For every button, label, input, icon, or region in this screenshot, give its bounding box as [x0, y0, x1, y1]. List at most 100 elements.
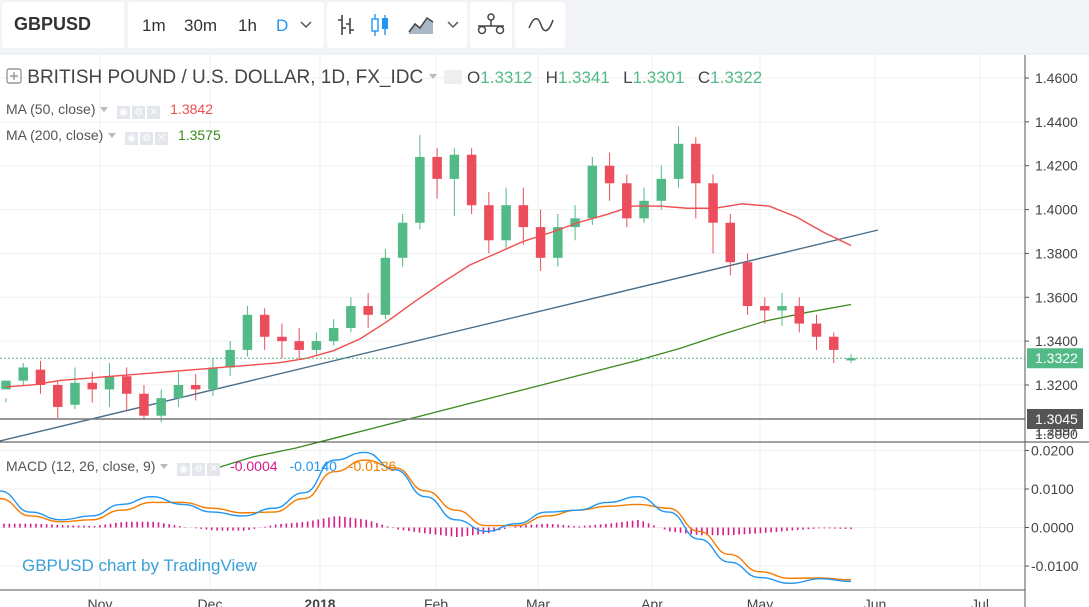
symbol-box[interactable]: GBPUSD [2, 2, 124, 48]
time-tick-label: Jul [971, 596, 989, 607]
macd-line [0, 451, 852, 585]
bar-style-icon[interactable] [335, 12, 357, 38]
candle-body [639, 200, 649, 219]
candle [52, 380, 63, 418]
candle [777, 292, 787, 326]
level-label: 1.3045 [1035, 411, 1078, 427]
candle [346, 297, 356, 333]
time-axis: Nov Dec 2018 Feb Mar Apr May Jun Jul [0, 589, 1025, 607]
low-value: 1.3301 [632, 68, 685, 87]
macd-label: MACD (12, 26, close, 9) [6, 458, 156, 474]
ma200-value: 1.3575 [177, 127, 221, 143]
open-value: 1.3312 [480, 68, 533, 87]
candle-body [277, 336, 287, 342]
time-tick-label: Dec [198, 596, 223, 607]
ma200-line [209, 303, 852, 471]
close-value: 1.3322 [710, 68, 763, 87]
chevron-down-icon[interactable] [107, 132, 117, 140]
top-toolbar: GBPUSD 1m 30m 1h D [0, 0, 1089, 52]
candle-body [397, 222, 408, 258]
ma200-label: MA (200, close) [6, 127, 104, 143]
candle-body [173, 385, 184, 399]
chart-style-box [327, 2, 467, 48]
symbol-label: GBPUSD [14, 14, 92, 34]
compare-icon[interactable] [476, 12, 506, 38]
candle-body [139, 393, 149, 416]
interval-30m[interactable]: 30m [184, 16, 218, 35]
area-style-icon[interactable] [407, 12, 435, 38]
candle [466, 148, 477, 214]
ma200-layer [209, 303, 852, 471]
ma200-legend: MA (200, close) ◉ ⚙ ✕ 1.3575 [6, 127, 221, 145]
collapse-icon[interactable] [6, 68, 22, 84]
watermark: GBPUSD chart by TradingView [22, 556, 257, 575]
candle-body [432, 156, 442, 179]
eye-icon[interactable] [443, 70, 462, 84]
ma50-value: 1.3842 [170, 101, 213, 117]
candle-body [622, 183, 632, 219]
time-tick-label: Mar [526, 596, 550, 607]
candle-body [449, 154, 460, 179]
low-label: L [623, 68, 633, 87]
candle-body [777, 306, 787, 311]
candle-body [725, 222, 736, 263]
chevron-down-icon[interactable] [447, 20, 459, 30]
candle [760, 297, 770, 324]
candle [397, 213, 408, 267]
ma50-controls[interactable]: ◉ ⚙ ✕ [117, 102, 162, 119]
macd-tick-label: 0.0100 [1031, 481, 1074, 497]
main-title: BRITISH POUND / U.S. DOLLAR, 1D, FX_IDC [27, 67, 424, 88]
candle-body [760, 306, 770, 311]
macd-tick-label: 0.0000 [1031, 520, 1074, 536]
candle-body [35, 369, 46, 385]
high-value: 1.3341 [557, 68, 610, 87]
candle [1, 380, 11, 403]
candle-body [535, 227, 546, 258]
candle-body [87, 382, 97, 390]
chevron-down-icon[interactable] [99, 106, 109, 114]
horizontal-lines [0, 357, 1089, 443]
level-badge [1027, 408, 1083, 429]
chart-svg: 1.4600 1.4400 1.4200 1.4000 1.3800 1.3600 1.34… [0, 55, 1089, 607]
chevron-down-icon[interactable] [300, 20, 312, 30]
candle-body [156, 398, 166, 416]
candle [104, 363, 115, 407]
candle [501, 187, 511, 250]
price-axis: 1.4600 1.4400 1.4200 1.4000 1.3800 1.3600 1.34… [1024, 55, 1083, 607]
candle-body [328, 327, 339, 342]
candles-layer [1, 126, 856, 423]
candle-body [846, 358, 856, 361]
candle-body [415, 156, 425, 223]
candle [811, 314, 822, 350]
chart-area[interactable]: 1.4600 1.4400 1.4200 1.4000 1.3800 1.3600 1.34… [0, 55, 1089, 607]
trendline[interactable] [0, 229, 879, 442]
candle [846, 354, 856, 363]
price-tick-label: 1.4600 [1035, 70, 1078, 86]
candle-body [656, 178, 667, 201]
candle [432, 148, 442, 199]
indicators-icon[interactable] [527, 12, 555, 38]
candle [259, 308, 270, 350]
candle [156, 389, 166, 423]
chevron-down-icon[interactable] [159, 463, 169, 471]
candle [553, 213, 563, 267]
candle [35, 360, 46, 394]
candle-body [311, 341, 322, 350]
interval-1m[interactable]: 1m [142, 16, 166, 35]
ma200-controls[interactable]: ◉ ⚙ ✕ [125, 128, 170, 145]
candle [173, 371, 184, 407]
candle-body [380, 257, 391, 315]
interval-d[interactable]: D [276, 16, 289, 35]
candle-body [208, 367, 218, 390]
interval-1h[interactable]: 1h [238, 16, 257, 35]
price-tick-label: 1.4200 [1035, 158, 1078, 174]
candle-body [708, 183, 718, 223]
candle-body [829, 336, 839, 350]
chevron-down-icon[interactable] [428, 73, 438, 81]
trendline-layer [0, 229, 879, 442]
candle-body [587, 165, 598, 219]
candle-style-icon[interactable] [369, 12, 391, 38]
candle [121, 367, 132, 412]
candle-body [259, 314, 270, 337]
macd-controls[interactable]: ◉ ⚙ ✕ [177, 459, 222, 476]
